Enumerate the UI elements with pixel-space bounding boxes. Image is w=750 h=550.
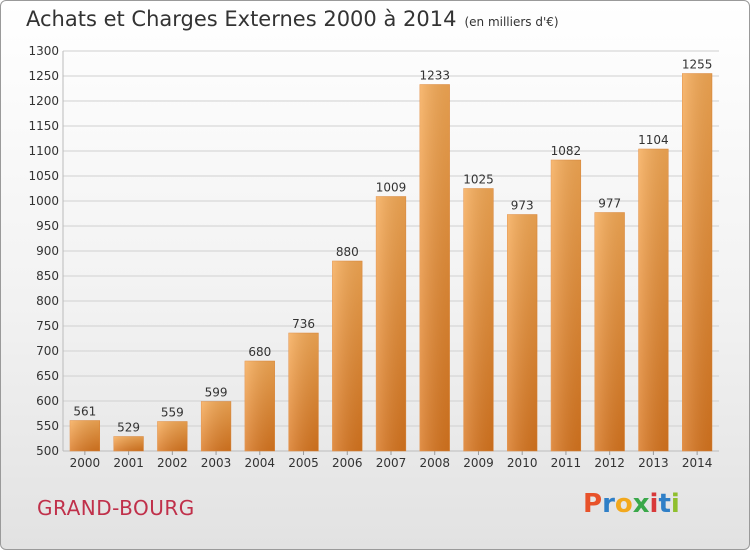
x-tick-label: 2002 bbox=[157, 456, 188, 470]
data-label: 1025 bbox=[463, 173, 494, 187]
y-tick-label: 1000 bbox=[28, 194, 59, 208]
data-label: 559 bbox=[161, 406, 184, 420]
logo-letter: i bbox=[670, 489, 680, 519]
bar-shade bbox=[288, 333, 319, 451]
logo-letter: i bbox=[649, 489, 659, 519]
bar-shade bbox=[419, 84, 450, 451]
bar-shade bbox=[332, 261, 363, 451]
x-tick-label: 2000 bbox=[70, 456, 101, 470]
data-label: 736 bbox=[292, 317, 315, 331]
y-tick-label: 1300 bbox=[28, 44, 59, 58]
y-tick-label: 750 bbox=[36, 319, 59, 333]
x-tick-label: 2009 bbox=[463, 456, 494, 470]
data-label: 973 bbox=[511, 199, 534, 213]
data-label: 599 bbox=[205, 386, 228, 400]
x-tick-label: 2005 bbox=[288, 456, 319, 470]
data-label: 680 bbox=[248, 345, 271, 359]
bar-shade bbox=[157, 421, 188, 451]
y-tick-label: 500 bbox=[36, 444, 59, 458]
x-tick-label: 2001 bbox=[113, 456, 144, 470]
y-tick-label: 700 bbox=[36, 344, 59, 358]
chart-title-text: Achats et Charges Externes 2000 à 2014 bbox=[26, 7, 457, 31]
bar-shade bbox=[551, 160, 581, 451]
data-label: 529 bbox=[117, 421, 140, 435]
x-tick-label: 2004 bbox=[245, 456, 276, 470]
chart-title: Achats et Charges Externes 2000 à 2014 (e… bbox=[26, 7, 559, 31]
bar-shade bbox=[463, 188, 494, 451]
x-tick-label: 2012 bbox=[594, 456, 625, 470]
data-label: 1104 bbox=[638, 133, 669, 147]
y-tick-label: 1150 bbox=[28, 119, 59, 133]
chart-unit: (en milliers d'€) bbox=[464, 15, 559, 29]
bar-shade bbox=[594, 212, 625, 451]
bar-shade bbox=[507, 214, 538, 451]
y-tick-label: 650 bbox=[36, 369, 59, 383]
x-tick-label: 2007 bbox=[376, 456, 407, 470]
y-tick-label: 1050 bbox=[28, 169, 59, 183]
bar-shade bbox=[244, 361, 275, 451]
data-label: 561 bbox=[73, 405, 96, 419]
bar-shade bbox=[638, 149, 669, 451]
logo-letter: t bbox=[658, 489, 671, 519]
y-tick-label: 850 bbox=[36, 269, 59, 283]
y-tick-label: 800 bbox=[36, 294, 59, 308]
x-tick-label: 2003 bbox=[201, 456, 232, 470]
x-tick-label: 2011 bbox=[551, 456, 582, 470]
proxiti-logo: Proxiti bbox=[583, 489, 680, 519]
data-label: 1233 bbox=[419, 69, 450, 83]
bar-shade bbox=[201, 401, 231, 451]
bar-shade bbox=[113, 436, 144, 451]
y-tick-label: 1100 bbox=[28, 144, 59, 158]
x-tick-label: 2006 bbox=[332, 456, 363, 470]
bar-shade bbox=[69, 420, 100, 451]
logo-letter: o bbox=[614, 489, 633, 519]
data-label: 1255 bbox=[682, 58, 713, 72]
y-tick-label: 1250 bbox=[28, 69, 59, 83]
y-tick-label: 550 bbox=[36, 419, 59, 433]
data-label: 880 bbox=[336, 245, 359, 259]
logo-letter: r bbox=[602, 489, 615, 519]
y-tick-label: 950 bbox=[36, 219, 59, 233]
bar-shade bbox=[376, 196, 406, 451]
y-tick-label: 900 bbox=[36, 244, 59, 258]
y-tick-label: 600 bbox=[36, 394, 59, 408]
data-label: 1009 bbox=[376, 181, 407, 195]
x-tick-label: 2008 bbox=[419, 456, 450, 470]
commune-name: GRAND-BOURG bbox=[37, 496, 195, 520]
x-tick-label: 2013 bbox=[638, 456, 669, 470]
x-tick-label: 2014 bbox=[682, 456, 713, 470]
bar-shade bbox=[682, 73, 713, 451]
x-tick-label: 2010 bbox=[507, 456, 538, 470]
logo-letter: x bbox=[632, 489, 650, 519]
y-tick-label: 1200 bbox=[28, 94, 59, 108]
logo-letter: P bbox=[583, 489, 603, 519]
data-label: 1082 bbox=[551, 144, 582, 158]
data-label: 977 bbox=[598, 197, 621, 211]
